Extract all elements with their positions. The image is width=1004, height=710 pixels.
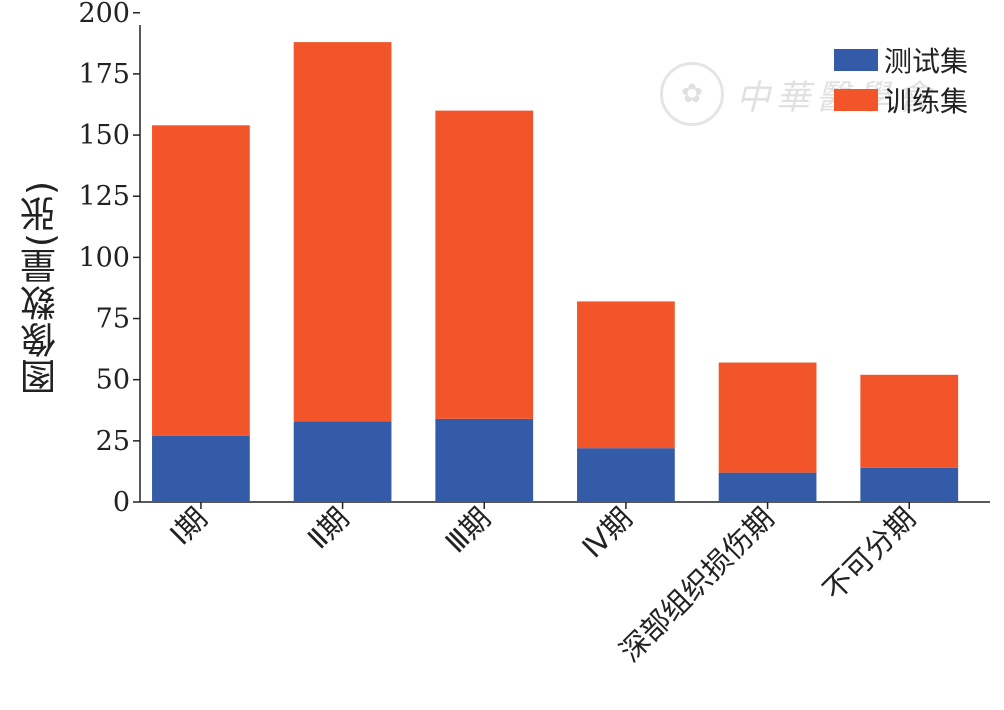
x-tick-label: Ⅲ期	[439, 501, 498, 560]
bar-train-5	[860, 374, 959, 468]
bar-test-5	[860, 467, 959, 502]
watermark-text: 中華醫學會	[736, 70, 936, 119]
legend-swatch-train	[834, 89, 878, 111]
y-tick-label: 75	[96, 304, 130, 335]
bar-train-3	[577, 301, 675, 449]
bar-test-2	[435, 418, 534, 502]
x-tick-label: 不可分期	[816, 501, 922, 607]
y-tick-label: 150	[78, 120, 130, 151]
watermark: ✿ 中華醫學會	[660, 62, 936, 126]
y-tick-label: 50	[96, 365, 130, 396]
x-tick-label: Ⅱ期	[301, 501, 356, 556]
bar-train-1	[293, 42, 392, 422]
legend-label-train: 训练集	[884, 85, 969, 118]
bar-test-1	[293, 421, 392, 502]
y-tick-label: 200	[78, 0, 130, 29]
bar-train-2	[435, 110, 534, 419]
y-axis-label: 图像数量(张)	[21, 180, 62, 396]
x-tick-label: Ⅰ期	[163, 501, 214, 552]
y-tick-label: 100	[78, 242, 130, 273]
bar-test-3	[577, 448, 675, 502]
y-tick-label: 125	[78, 181, 130, 212]
legend-item-train: 训练集	[834, 80, 968, 120]
bar-train-4	[718, 362, 817, 473]
legend-item-test: 测试集	[834, 40, 968, 80]
bar-test-0	[152, 435, 250, 502]
legend: 测试集 训练集	[834, 40, 968, 120]
x-tick-label: Ⅳ期	[575, 501, 638, 564]
legend-label-test: 测试集	[884, 45, 969, 78]
seal-emblem-icon: ✿	[660, 62, 724, 126]
bar-train-0	[152, 125, 250, 436]
bar-test-4	[718, 472, 817, 502]
x-tick-label: 深部组织损伤期	[613, 501, 781, 669]
legend-swatch-test	[834, 49, 878, 71]
y-tick-label: 25	[96, 426, 130, 457]
y-tick-label: 175	[78, 59, 130, 90]
y-tick-label: 0	[113, 487, 130, 518]
